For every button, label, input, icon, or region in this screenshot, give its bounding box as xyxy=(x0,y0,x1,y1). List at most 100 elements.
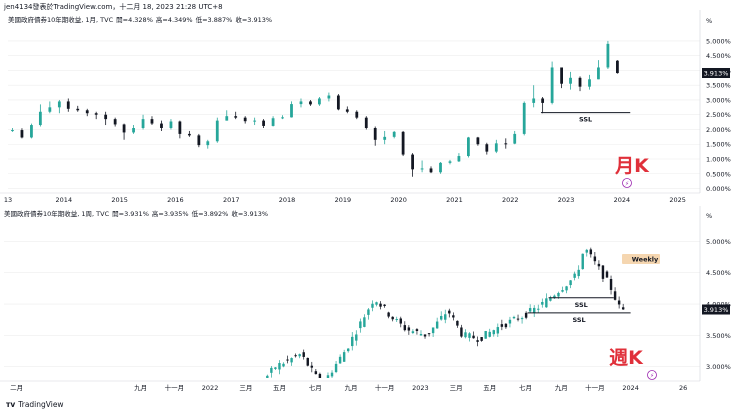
weekly-label-box xyxy=(622,253,660,264)
candle-body xyxy=(187,133,191,136)
candle-body xyxy=(85,110,89,114)
x-tick-label: 2023 xyxy=(412,384,429,392)
candle-body xyxy=(346,348,350,352)
y-tick-label: 4.500% xyxy=(706,269,731,277)
candle-body xyxy=(11,130,14,132)
candle-body xyxy=(484,331,487,339)
candle-body xyxy=(476,340,479,342)
x-tick-label: 五月 xyxy=(483,384,496,392)
candle-body xyxy=(439,162,442,173)
candle-body xyxy=(122,124,126,133)
monthly-chart-svg[interactable]: 5.000%4.500%4.000%3.500%3.000%2.500%2.00… xyxy=(0,10,740,206)
candle-body xyxy=(387,312,390,317)
candle-body xyxy=(569,280,572,286)
candle-body xyxy=(206,141,210,146)
chart-caption: jen4134發表於TradingView.com，十二月 18, 2023 2… xyxy=(4,3,223,11)
lightning-alert-glyph: ⚡ xyxy=(625,181,629,188)
candle-body xyxy=(616,60,619,74)
candle-body xyxy=(355,334,358,341)
x-tick-label: 三月 xyxy=(450,384,463,392)
candle-body xyxy=(20,130,24,138)
ohlc-value: 高=3.935% xyxy=(152,209,189,218)
candle-body xyxy=(150,119,154,124)
ohlc-value: 低=3.892% xyxy=(192,209,229,218)
candle-body xyxy=(407,327,411,331)
ohlc-value: 高=4.349% xyxy=(156,15,193,24)
candle-body xyxy=(364,117,368,128)
candle-body xyxy=(468,333,471,338)
candle-body xyxy=(444,314,447,320)
candle-body xyxy=(327,95,331,99)
monthly-chart-pane[interactable]: 5.000%4.500%4.000%3.500%3.000%2.500%2.00… xyxy=(0,10,740,206)
candle-body xyxy=(395,319,398,321)
candle-body xyxy=(225,116,229,121)
candle-body xyxy=(342,352,346,362)
candle-body xyxy=(271,118,275,126)
y-unit-label: % xyxy=(706,212,712,220)
candle-body xyxy=(606,43,610,68)
ohlc-value: 開=4.328% xyxy=(116,16,153,24)
candle-body xyxy=(553,295,556,299)
candle-body xyxy=(549,297,552,301)
candle-body xyxy=(401,131,405,155)
candle-body xyxy=(262,120,265,126)
candle-body xyxy=(508,319,512,324)
candle-body xyxy=(494,143,498,152)
candle-body xyxy=(500,324,504,327)
candle-body xyxy=(66,101,70,109)
footer-brand-label: TradingView xyxy=(18,400,64,409)
candle-body xyxy=(234,116,238,118)
candle-body xyxy=(448,161,452,163)
candle-body xyxy=(318,373,322,378)
ohlc-value: 收=3.913% xyxy=(231,209,268,218)
x-tick-label: 2021 xyxy=(446,196,463,204)
last-price-label: 3.913% xyxy=(704,306,729,314)
lightning-alert-glyph: ⚡ xyxy=(650,373,654,380)
y-tick-label: 1.500% xyxy=(706,141,731,149)
candle-body xyxy=(383,304,386,307)
candle-body xyxy=(581,253,584,270)
candle-body xyxy=(605,271,609,278)
x-tick-label: 九月 xyxy=(344,383,357,392)
candle-body xyxy=(253,120,257,122)
y-tick-label: 3.500% xyxy=(706,332,731,340)
candle-body xyxy=(541,301,544,305)
candle-body xyxy=(621,307,625,310)
candle-body xyxy=(448,310,451,314)
candle-body xyxy=(597,263,601,267)
candle-body xyxy=(532,98,536,103)
weekly-chart-pane[interactable]: 5.000%4.500%4.000%3.500%3.000%%二月九月十一月20… xyxy=(0,206,740,398)
ssl-label: SSL xyxy=(575,301,588,309)
x-tick-label: 十一月 xyxy=(375,383,395,392)
x-tick-label: 九月 xyxy=(134,383,147,392)
x-tick-label: 七月 xyxy=(309,383,322,392)
candle-body xyxy=(243,117,247,122)
y-tick-label: 0.000% xyxy=(706,185,731,193)
candle-body xyxy=(359,321,362,329)
candle-body xyxy=(578,77,582,87)
candle-body xyxy=(557,292,560,297)
candle-body xyxy=(613,291,617,300)
candle-body xyxy=(541,98,545,103)
candle-body xyxy=(215,120,219,142)
candle-body xyxy=(379,303,382,307)
candle-body xyxy=(589,249,593,255)
candle-body xyxy=(392,131,396,137)
y-tick-label: 3.500% xyxy=(706,82,731,90)
candle-body xyxy=(423,334,427,337)
x-tick-label: 十一月 xyxy=(585,383,605,392)
candle-body xyxy=(298,354,301,357)
candle-body xyxy=(569,77,572,84)
lightning-alert-icon xyxy=(622,178,632,188)
candle-body xyxy=(411,154,414,170)
x-tick-label: 十一月 xyxy=(165,383,185,392)
y-tick-label: 2.500% xyxy=(706,111,731,119)
x-tick-label: 三月 xyxy=(239,384,252,392)
candle-body xyxy=(429,168,433,173)
candle-body xyxy=(532,307,536,313)
y-tick-label: 5.000% xyxy=(706,37,731,45)
ohlc-value: 開=3.931% xyxy=(112,210,149,218)
weekly-chart-svg[interactable]: 5.000%4.500%4.000%3.500%3.000%%二月九月十一月20… xyxy=(0,206,740,398)
x-tick-label: 2022 xyxy=(202,384,219,392)
candle-body xyxy=(435,321,439,329)
